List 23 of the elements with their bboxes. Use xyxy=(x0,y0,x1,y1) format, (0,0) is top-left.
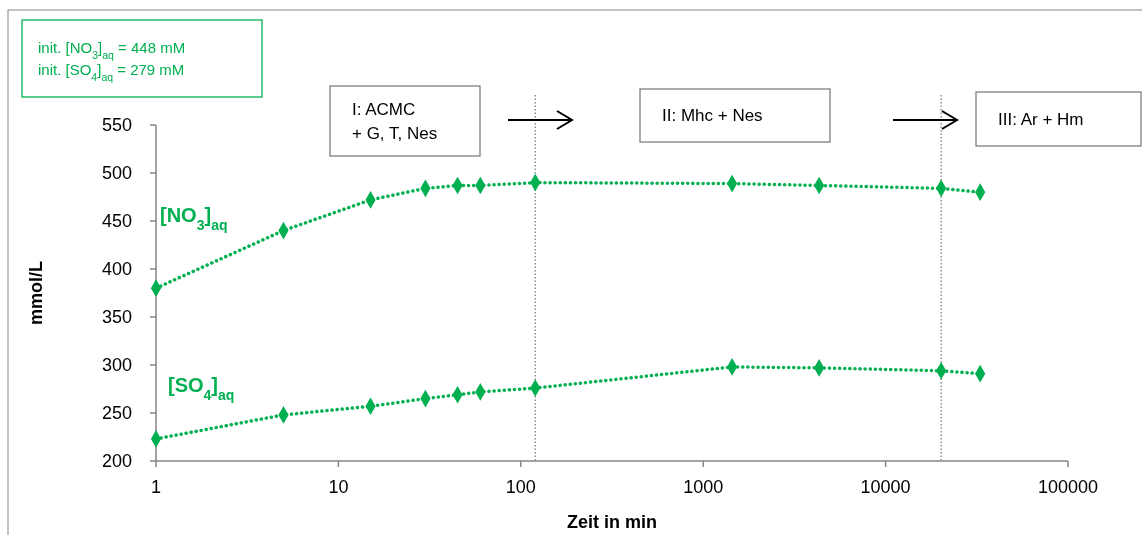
y-tick-label: 450 xyxy=(101,211,132,232)
text: init. [NO$_{3}$]$_{aq}$ = 448 mM xyxy=(38,38,186,61)
text: init. [SO$_{4}$]$_{aq}$ = 279 mM xyxy=(38,60,185,83)
x-tick-label: 100000 xyxy=(1037,477,1099,497)
annotation: III: Ar + Hm xyxy=(998,109,1084,129)
y-tick-label: 200 xyxy=(101,451,132,472)
y-tick-label: 250 xyxy=(101,403,132,424)
x-tick-label: 100 xyxy=(505,477,536,497)
y-axis-title: mmol/L xyxy=(26,260,46,326)
series-label: [SO$_{4}$]$_{aq}$ xyxy=(168,374,235,403)
y-tick-label: 550 xyxy=(101,115,132,136)
x-tick-label: 1 xyxy=(150,477,162,497)
x-tick-label: 10 xyxy=(328,477,349,497)
annotation: I: ACMC + G, T, Nes xyxy=(352,99,438,144)
y-tick-label: 400 xyxy=(101,259,132,280)
series-label: [NO$_{3}$]$_{aq}$ xyxy=(160,204,228,233)
annotation: II: Mhc + Nes xyxy=(662,106,763,126)
y-tick-label: 500 xyxy=(101,163,132,184)
y-tick-label: 350 xyxy=(101,307,132,328)
y-tick-label: 300 xyxy=(101,355,132,376)
x-tick-label: 10000 xyxy=(860,477,911,497)
x-tick-label: 1000 xyxy=(683,477,724,497)
x-axis-title: Zeit in min xyxy=(567,512,657,532)
